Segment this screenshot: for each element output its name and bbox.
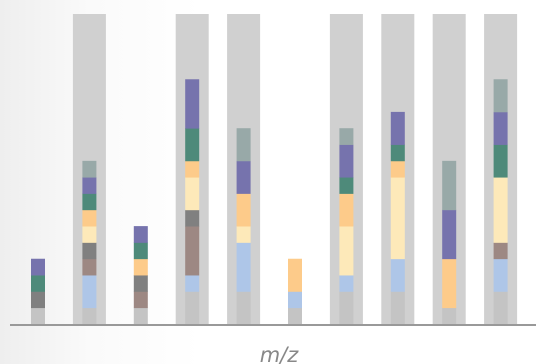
bar-segment-taupe-3 (133, 291, 148, 309)
bar-segment-purple-9 (442, 209, 457, 260)
bar-segment-taupe-2 (82, 258, 97, 276)
bar-segment-grey-base-3 (133, 307, 148, 325)
bar-segment-grey-green-7 (339, 128, 354, 145)
bar-stacks (31, 79, 508, 325)
bar-segment-grey-green-9 (442, 160, 457, 211)
bar-segment-light-blue-8 (390, 258, 405, 292)
bar-segment-peach-4 (185, 160, 200, 178)
bar-segment-teal-7 (339, 177, 354, 194)
bar-segment-cream-2 (82, 226, 97, 243)
bar-segment-purple-4 (185, 79, 200, 129)
bar-segment-teal-3 (133, 242, 148, 260)
bar-segment-light-blue-6 (288, 291, 302, 309)
bar-segment-purple-2 (82, 177, 97, 194)
bar-segment-grey-base-5 (236, 291, 251, 325)
x-axis-label: m/z (260, 343, 300, 364)
bar-segment-light-blue-4 (185, 275, 200, 292)
bar-segment-grey-base-7 (339, 291, 354, 325)
bar-segment-teal-2 (82, 193, 97, 211)
bar-segment-light-blue-5 (236, 242, 251, 292)
bar-segment-grey-base-2 (82, 307, 97, 325)
bar-segment-purple-5 (236, 160, 251, 194)
bar-segment-grey-base-4 (185, 291, 200, 325)
bar-segment-peach-7 (339, 193, 354, 227)
bar-segment-cream-7 (339, 226, 354, 276)
bar-segment-purple-7 (339, 144, 354, 178)
bar-segment-light-blue-10 (493, 258, 508, 292)
bar-segment-dark-grey-2 (82, 242, 97, 260)
bar-segment-cream-4 (185, 177, 200, 211)
bar-segment-grey-green-10 (493, 79, 508, 113)
bar-segment-peach-3 (133, 258, 148, 276)
bar-segment-grey-base-10 (493, 291, 508, 325)
bar-segment-grey-base-9 (442, 307, 457, 325)
bar-segment-purple-10 (493, 111, 508, 145)
bar-segment-dark-grey-4 (185, 209, 200, 227)
bar-segment-purple-1 (31, 258, 45, 276)
bar-segment-peach-9 (442, 258, 457, 309)
bar-segment-light-blue-2 (82, 275, 97, 309)
bar-segment-cream-8 (390, 177, 405, 260)
bar-segment-teal-1 (31, 275, 45, 292)
bar-segment-taupe-10 (493, 242, 508, 260)
bar-segment-dark-grey-1 (31, 291, 45, 309)
bar-segment-taupe-4 (185, 226, 200, 276)
bar-segment-purple-3 (133, 226, 148, 243)
bar-segment-light-blue-7 (339, 275, 354, 292)
bar-segment-dark-grey-3 (133, 275, 148, 292)
bar-segment-grey-green-5 (236, 128, 251, 162)
bar-segment-purple-8 (390, 111, 405, 145)
bar-segment-peach-8 (390, 160, 405, 178)
bar-segment-cream-5 (236, 226, 251, 243)
bar-segment-cream-10 (493, 177, 508, 243)
bar-segment-teal-4 (185, 128, 200, 162)
bar-segment-grey-base-8 (390, 291, 405, 325)
bar-segment-grey-base-6 (288, 307, 302, 325)
bar-segment-peach-2 (82, 209, 97, 227)
bar-segment-teal-8 (390, 144, 405, 162)
bar-segment-teal-10 (493, 144, 508, 178)
bar-segment-grey-base-1 (31, 307, 45, 325)
bar-segment-peach-6 (288, 258, 302, 292)
bar-segment-grey-green-2 (82, 160, 97, 178)
bar-segment-peach-5 (236, 193, 251, 227)
